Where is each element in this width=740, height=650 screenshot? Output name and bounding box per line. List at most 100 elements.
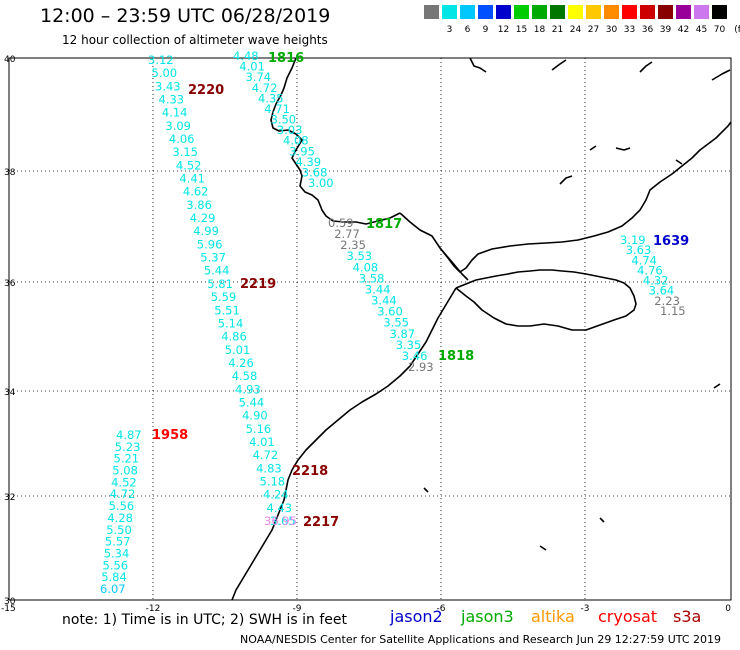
wave-height-value: 4.90 — [242, 409, 268, 423]
legend-swatch — [496, 5, 511, 19]
wave-height-value: 4.52 — [111, 475, 137, 489]
wave-height-value: 4.01 — [249, 435, 275, 449]
wave-height-value: 4.72 — [110, 487, 136, 501]
wave-height-value: 4.26 — [228, 356, 254, 370]
legend-swatch — [442, 5, 457, 19]
pass-time-label: 2217 — [303, 515, 339, 530]
wave-height-value: 5.56 — [103, 558, 129, 572]
wave-height-value: 3.87 — [390, 327, 416, 341]
wave-height-value: 3.95 — [289, 144, 315, 158]
wave-height-value: 3.65 — [270, 514, 296, 528]
island-1 — [469, 57, 487, 73]
wave-height-value: 0.59 — [328, 216, 354, 230]
island-4 — [711, 69, 731, 81]
wave-height-value: 5.57 — [105, 535, 131, 549]
legend-label: 42 — [677, 25, 690, 35]
legend-label: 30 — [605, 25, 618, 35]
legend-swatch — [694, 5, 709, 19]
mission-label: jason2 — [390, 607, 443, 626]
wave-height-value: 3.53 — [347, 249, 373, 263]
wave-height-value: 4.06 — [169, 132, 195, 146]
legend-swatch — [604, 5, 619, 19]
legend-swatch — [586, 5, 601, 19]
lon-label: -15 — [1, 604, 16, 614]
wave-height-value: 3.09 — [165, 119, 191, 133]
wave-height-value: 3.46 — [402, 349, 428, 363]
lat-label: 34 — [4, 388, 16, 398]
wave-height-value: 2.23 — [654, 294, 680, 308]
wave-height-value: 4.48 — [233, 49, 259, 63]
wave-height-value: 5.08 — [112, 464, 138, 478]
wave-height-value: 3.19 — [620, 233, 646, 247]
legend-swatch — [658, 5, 673, 19]
wave-height-value: 3.15 — [172, 145, 198, 159]
legend-swatch — [550, 5, 565, 19]
wave-height-value: 5.34 — [104, 547, 130, 561]
legend-swatch — [676, 5, 691, 19]
wave-height-value: 2.35 — [340, 238, 366, 252]
lat-label: 32 — [4, 493, 15, 503]
island-6 — [589, 145, 597, 151]
legend-label: 21 — [551, 25, 564, 35]
wave-height-value: 5.81 — [207, 277, 233, 291]
map-title: 12:00 – 23:59 UTC 06/28/2019 — [40, 5, 331, 27]
wave-height-value: 5.51 — [214, 303, 240, 317]
wave-height-value: 4.24 — [263, 488, 289, 502]
wave-height-value: 3.86 — [186, 198, 212, 212]
wave-height-value: 5.96 — [197, 237, 223, 251]
mission-label: altika — [531, 607, 575, 626]
wave-height-value: 5.84 — [101, 570, 127, 584]
island-11 — [713, 383, 721, 389]
wave-height-value: 5.21 — [114, 452, 140, 466]
pass-time-label: 1639 — [653, 234, 689, 249]
wave-height-value: 36.95 — [264, 514, 297, 528]
wave-height-value: 3.43 — [155, 79, 181, 93]
wave-height-value: 4.99 — [193, 224, 219, 238]
wave-height-value: 3.03 — [277, 123, 303, 137]
wave-height-value: 3.55 — [383, 316, 409, 330]
pass-time-label: 1817 — [366, 217, 402, 232]
map-frame — [8, 57, 732, 601]
legend-label: 3 — [446, 25, 453, 35]
island-2 — [551, 59, 567, 71]
legend-swatch — [514, 5, 529, 19]
legend-label: 24 — [569, 25, 582, 35]
wave-height-value: 4.08 — [353, 260, 379, 274]
wave-height-value: 4.41 — [179, 172, 205, 186]
wave-height-value: 5.14 — [218, 316, 244, 330]
wave-height-value: 3.44 — [371, 294, 397, 308]
mission-label: jason3 — [461, 607, 514, 626]
wave-height-value: 3.68 — [302, 165, 328, 179]
lat-label: 30 — [4, 597, 16, 607]
legend-label: 45 — [695, 25, 708, 35]
wave-height-value: 5.50 — [106, 523, 132, 537]
wave-height-value: 4.62 — [183, 185, 209, 199]
wave-height-value: 3.74 — [246, 70, 272, 84]
wave-height-value: 3.00 — [308, 176, 334, 190]
lat-label: 38 — [4, 168, 16, 178]
island-7 — [615, 147, 631, 151]
footnote: note: 1) Time is in UTC; 2) SWH is in fe… — [62, 612, 348, 628]
lon-label: -12 — [146, 604, 161, 614]
wave-height-value: 3.64 — [649, 284, 675, 298]
wave-height-value: 5.18 — [260, 475, 286, 489]
mission-label: cryosat — [598, 607, 658, 626]
wave-height-value: 5.23 — [115, 440, 141, 454]
island-10 — [423, 487, 429, 493]
morocco-atlantic-coast — [231, 287, 457, 601]
legend-swatch — [478, 5, 493, 19]
wave-height-value: 4.14 — [162, 106, 188, 120]
island-8 — [675, 159, 683, 165]
wave-height-value: 3.63 — [626, 243, 652, 257]
axis-labels: 40 38 36 34 32 30-15 -12 -9 -6 -3 0 — [1, 55, 731, 614]
wave-height-value: 5.59 — [211, 290, 237, 304]
wave-height-value: 4.71 — [264, 102, 290, 116]
wave-height-value: 4.08 — [283, 134, 309, 148]
legend-swatch — [568, 5, 583, 19]
wave-height-value: 1.15 — [660, 304, 686, 318]
wave-height-value: 4.28 — [107, 511, 133, 525]
wave-height-value: 4.86 — [221, 330, 247, 344]
legend-label: 12 — [497, 25, 510, 35]
pass-time-label: 1958 — [152, 428, 188, 443]
wave-height-value: 4.01 — [239, 60, 265, 74]
